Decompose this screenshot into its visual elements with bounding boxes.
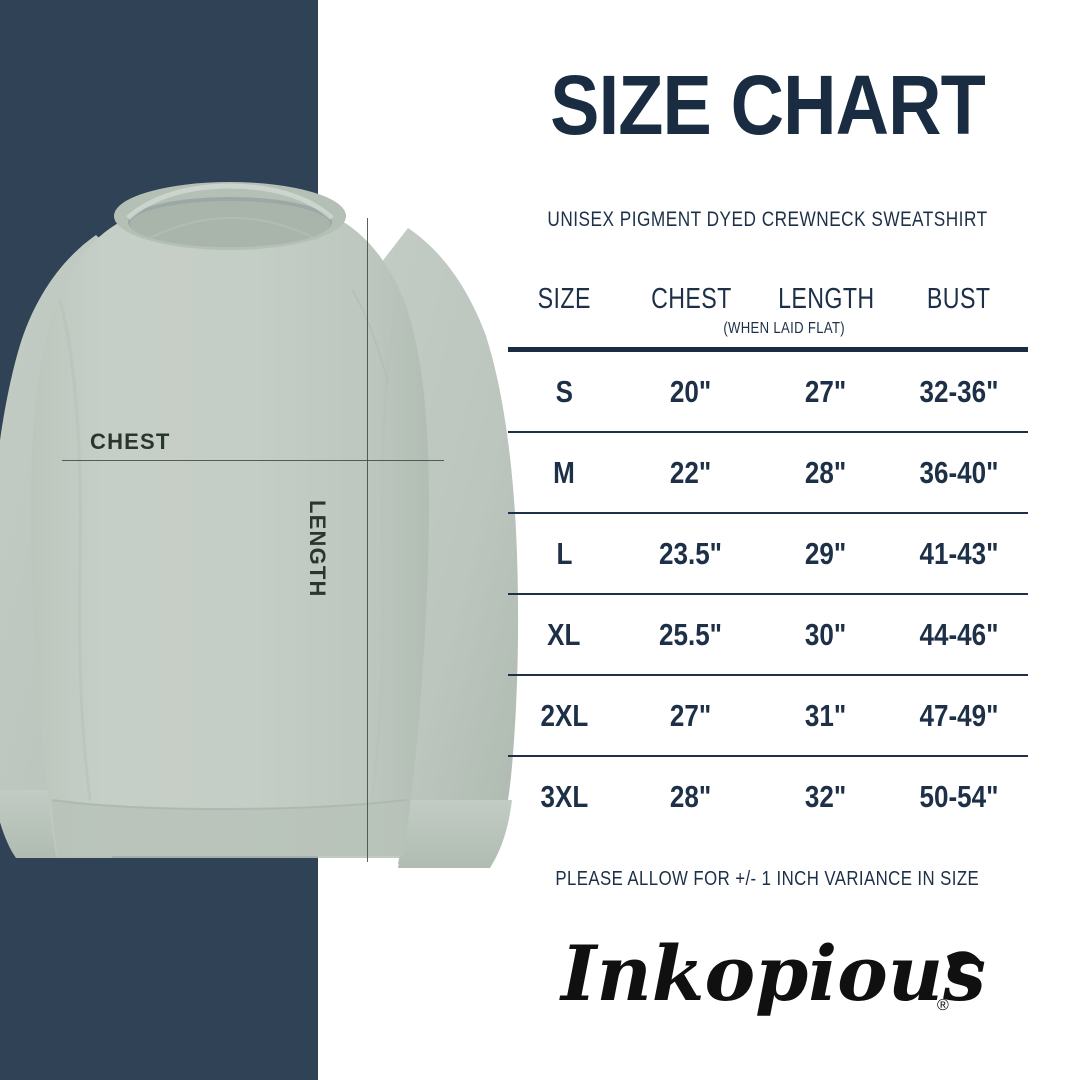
waistband: [52, 800, 406, 858]
table-subnote-row: (WHEN LAID FLAT): [508, 320, 1028, 347]
cell-chest: 20": [620, 352, 762, 433]
page-title: SIZE CHART: [550, 58, 986, 152]
cell-size: 2XL: [508, 675, 620, 757]
column-header-length: LENGTH: [777, 283, 875, 315]
table-header-row: SIZE CHEST LENGTH BUST: [508, 284, 1028, 320]
chart-content: SIZE CHART UNISEX PIGMENT DYED CREWNECK …: [495, 0, 1080, 1080]
chest-measurement-line: [62, 460, 444, 461]
column-header-bust: BUST: [927, 283, 991, 315]
cell-length: 29": [762, 513, 890, 595]
cell-bust: 47-49": [890, 675, 1028, 757]
cell-chest: 28": [670, 778, 712, 814]
right-cuff: [398, 800, 512, 868]
cell-size: XL: [508, 594, 620, 676]
chest-measurement-label: CHEST: [90, 429, 171, 454]
cell-size: M: [508, 432, 620, 514]
cell-bust: 50-54": [919, 778, 999, 814]
brand-registered-mark: ®: [937, 997, 949, 1014]
size-table-wrapper: SIZE CHEST LENGTH BUST (WHEN LAID FLAT): [508, 284, 1028, 836]
cell-bust: 36-40": [890, 432, 1028, 514]
table-row: XL 25.5" 30" 44-46": [508, 594, 1028, 676]
chest-note-cell: (WHEN LAID FLAT): [508, 320, 1028, 347]
column-header-chest: CHEST: [650, 283, 732, 315]
size-table: SIZE CHEST LENGTH BUST (WHEN LAID FLAT): [508, 284, 1028, 836]
table-row: 2XL 27" 31" 47-49": [508, 675, 1028, 757]
cell-length: 31": [762, 675, 890, 757]
page-subtitle: UNISEX PIGMENT DYED CREWNECK SWEATSHIRT: [547, 208, 988, 231]
cell-length: 30": [762, 594, 890, 676]
cell-length: 28": [762, 432, 890, 514]
table-row: M 22" 28" 36-40": [508, 432, 1028, 514]
cell-size: L: [508, 513, 620, 595]
chest-note-text: (WHEN LAID FLAT): [723, 320, 845, 337]
table-row: S 20" 27" 32-36": [508, 352, 1028, 433]
cell-chest: 23.5": [620, 513, 762, 595]
variance-note-text: PLEASE ALLOW FOR +/- 1 INCH VARIANCE IN …: [555, 868, 980, 890]
sweatshirt-image: CHEST LENGTH: [0, 182, 519, 868]
column-header-size: SIZE: [537, 283, 591, 315]
cell-chest: 22": [620, 432, 762, 514]
cell-chest: 25.5": [620, 594, 762, 676]
cell-chest: 27": [620, 675, 762, 757]
brand-wordmark-text: Inkopious: [559, 929, 986, 1018]
sweatshirt-body: [31, 196, 429, 856]
cell-size: 3XL: [540, 778, 588, 814]
table-header-rule: [508, 347, 1028, 352]
cell-bust: 41-43": [890, 513, 1028, 595]
variance-note: PLEASE ALLOW FOR +/- 1 INCH VARIANCE IN …: [495, 868, 1040, 890]
cell-size: S: [508, 352, 620, 433]
length-measurement-line: [367, 218, 368, 862]
cell-bust: 44-46": [890, 594, 1028, 676]
cell-length: 27": [762, 352, 890, 433]
table-row: L 23.5" 29" 41-43": [508, 513, 1028, 595]
table-row: 3XL 28" 32" 50-54": [508, 756, 1028, 836]
size-table-body: S 20" 27" 32-36" M 22" 28" 36-40" L 23.5…: [508, 352, 1028, 836]
length-measurement-label: LENGTH: [305, 500, 330, 598]
brand-logo: Inkopious ®: [543, 918, 995, 1028]
collar-seam: [126, 183, 334, 220]
cell-length: 32": [805, 778, 847, 814]
cell-bust: 32-36": [890, 352, 1028, 433]
brand-swash: [947, 951, 981, 970]
